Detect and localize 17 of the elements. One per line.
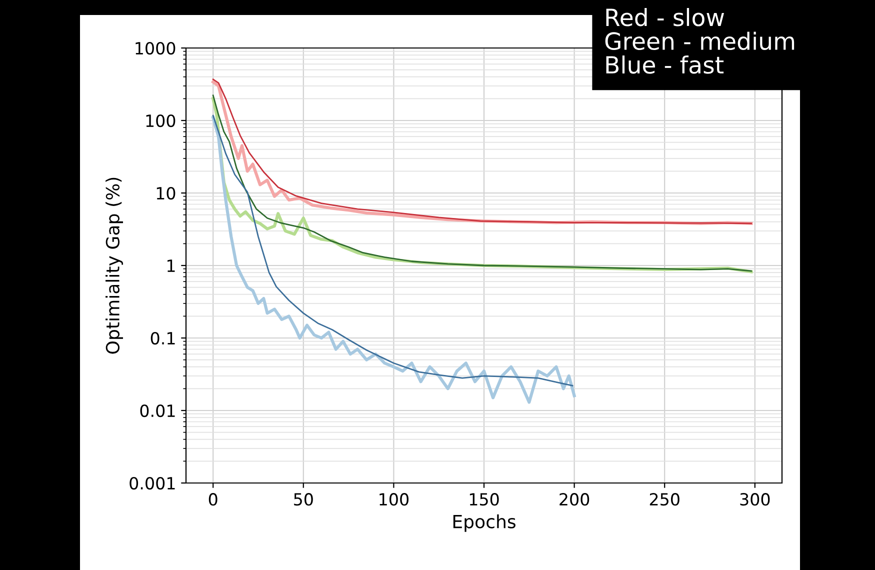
x-tick-label: 0 bbox=[208, 493, 218, 506]
x-axis-title: Epochs bbox=[453, 514, 516, 532]
x-tick-label: 250 bbox=[650, 493, 680, 506]
y-tick-label: 0.001 bbox=[130, 476, 175, 490]
x-tick-label: 200 bbox=[560, 493, 590, 506]
y-tick-label: 1000 bbox=[136, 42, 176, 55]
x-tick-label: 50 bbox=[294, 493, 313, 506]
annotation: Red - slow Green - medium Blue - fast bbox=[605, 8, 794, 74]
x-tick-label: 300 bbox=[740, 493, 770, 506]
x-tick-label: 150 bbox=[470, 493, 499, 506]
y-tick-label: 0.01 bbox=[140, 404, 175, 418]
y-tick-label: 0.1 bbox=[150, 332, 175, 345]
y-tick-label: 1 bbox=[168, 260, 175, 272]
y-tick-label: 100 bbox=[146, 114, 176, 128]
y-tick-label: 10 bbox=[156, 186, 176, 200]
x-tick-label: 100 bbox=[380, 493, 408, 506]
y-axis-title: Optimiality Gap (%) bbox=[106, 178, 124, 354]
